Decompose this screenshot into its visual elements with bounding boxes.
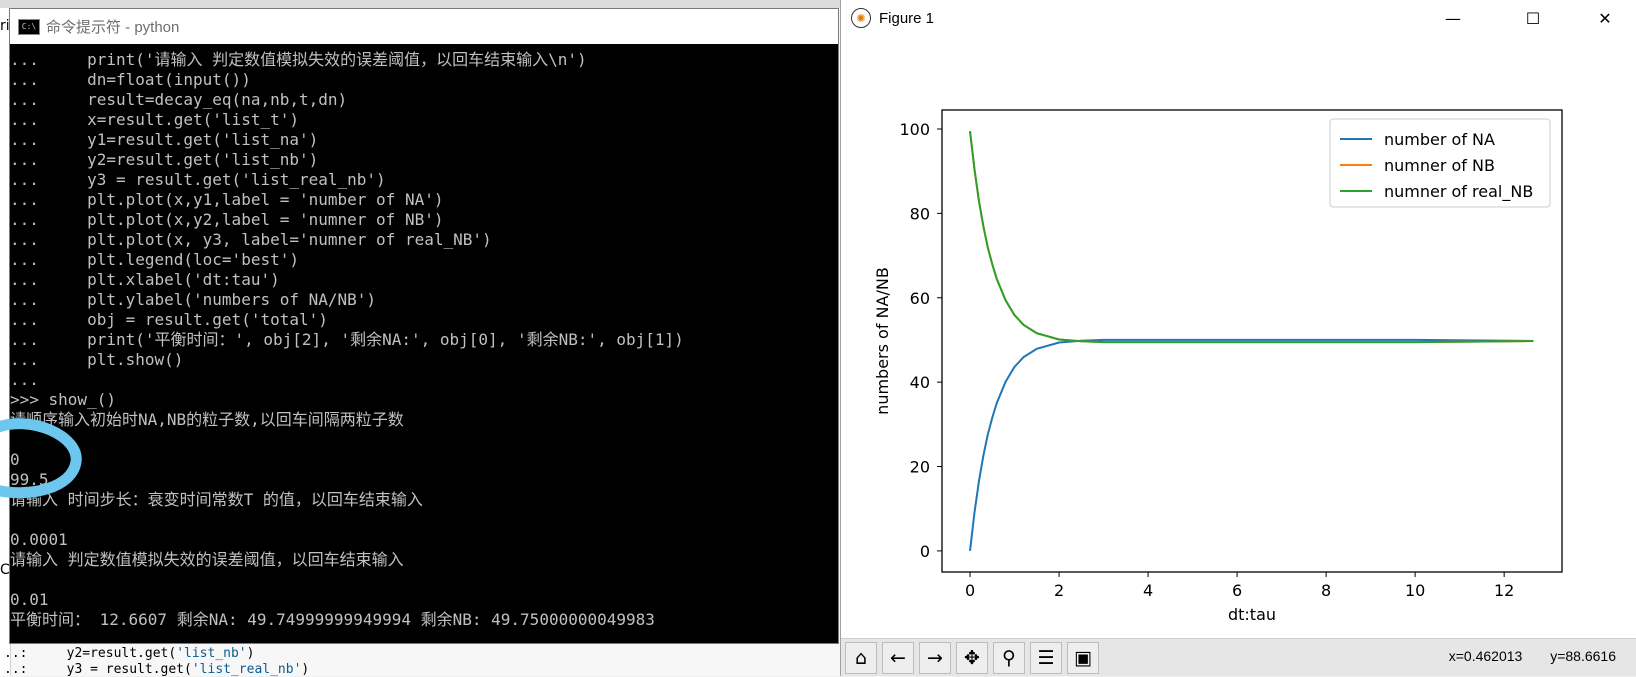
legend-label: numner of real_NB: [1384, 182, 1533, 202]
background-editor-text: ri: [0, 18, 10, 34]
back-icon: ←: [890, 646, 906, 669]
home-icon: ⌂: [854, 646, 868, 669]
zoom-button[interactable]: ⚲: [993, 641, 1025, 674]
plot-canvas[interactable]: 0 2 4 6 8 10 12 0 20 40 60 80 100 dt:tau numbers of NA…: [841, 36, 1636, 638]
figure-toolbar: ⌂ ← → ✥ ⚲ ☰ ▣: [841, 638, 1636, 676]
console-line: 0: [10, 450, 20, 469]
console-window[interactable]: C:\ 命令提示符 - python ... print('请输入 判定数值模拟…: [9, 8, 839, 644]
y-tick-label: 80: [910, 204, 930, 223]
x-tick-label: 4: [1143, 581, 1153, 600]
console-line: 平衡时间： 12.6607 剩余NA: 49.74999999949994 剩余…: [10, 610, 655, 629]
matplotlib-icon: ✺: [851, 8, 871, 28]
console-line: ... dn=float(input()): [10, 70, 251, 89]
console-line: ... plt.show(): [10, 350, 184, 369]
console-line: ...: [10, 370, 39, 389]
console-line: 0.01: [10, 590, 49, 609]
figure-titlebar[interactable]: ✺ Figure 1: [841, 0, 1636, 36]
background-code-line: ..: y3 = result.get('list_real_nb'): [4, 662, 310, 677]
y-tick-label: 60: [910, 289, 930, 308]
console-app-icon: C:\: [18, 18, 40, 35]
subplots-button[interactable]: ☰: [1030, 641, 1062, 674]
maximize-button[interactable]: ☐: [1525, 8, 1541, 28]
y-axis-label: numbers of NA/NB: [873, 267, 892, 415]
legend-box: [1329, 118, 1551, 208]
cursor-x-readout: x=0.462013: [1448, 648, 1523, 664]
console-line: ... result=decay_eq(na,nb,t,dn): [10, 90, 348, 109]
series-line-2: [969, 130, 1534, 344]
forward-icon: →: [927, 646, 943, 669]
x-tick-label: 12: [1494, 581, 1514, 600]
x-tick-label: 6: [1232, 581, 1242, 600]
console-output[interactable]: ... print('请输入 判定数值模拟失效的误差阈值，以回车结束输入\n')…: [10, 44, 838, 640]
console-line: 请顺序输入初始时NA,NB的粒子数,以回车间隔两粒子数: [10, 410, 404, 429]
console-line: [10, 570, 838, 590]
console-line: ... print('平衡时间：', obj[2], '剩余NA:', obj[…: [10, 330, 684, 349]
console-line: ... y1=result.get('list_na'): [10, 130, 319, 149]
pan-button[interactable]: ✥: [956, 641, 988, 674]
console-line: ... plt.xlabel('dt:tau'): [10, 270, 280, 289]
background-code-line: ..: y2=result.get('list_nb'): [4, 646, 255, 661]
y-tick-label: 20: [910, 458, 930, 477]
series-line-0: [969, 338, 1534, 552]
forward-button[interactable]: →: [919, 641, 951, 674]
close-button[interactable]: ✕: [1598, 8, 1612, 28]
console-titlebar[interactable]: C:\ 命令提示符 - python: [10, 9, 838, 44]
figure-window-title: Figure 1: [879, 9, 935, 27]
console-line: ... x=result.get('list_t'): [10, 110, 299, 129]
zoom-icon: ⚲: [1002, 646, 1016, 669]
cursor-y-readout: y=88.6616: [1550, 648, 1616, 664]
console-line: 99.5: [10, 470, 49, 489]
y-tick-label: 40: [910, 373, 930, 392]
figure-window[interactable]: ✺ Figure 1 — ☐ ✕ 0 2 4 6 8 10 12 0 20 40 60 80 100 dt…: [840, 0, 1636, 676]
console-line: ... plt.ylabel('numbers of NA/NB'): [10, 290, 377, 309]
console-line: ... y2=result.get('list_nb'): [10, 150, 319, 169]
legend-label: numner of NB: [1384, 156, 1495, 175]
console-line: ... y3 = result.get('list_real_nb'): [10, 170, 386, 189]
console-line: 请输入 时间步长：衰变时间常数T 的值，以回车结束输入: [10, 490, 423, 509]
console-line: >>> show_(): [10, 390, 116, 409]
console-line: [10, 430, 838, 450]
console-line: ... plt.legend(loc='best'): [10, 250, 299, 269]
console-line: ... print('请输入 判定数值模拟失效的误差阈值，以回车结束输入\n'): [10, 50, 587, 69]
blue-circle-annotation: [0, 418, 82, 499]
x-tick-label: 0: [965, 581, 975, 600]
console-line: ... plt.plot(x,y1,label = 'number of NA'…: [10, 190, 444, 209]
console-line: 0.0001: [10, 530, 68, 549]
console-line: [10, 510, 838, 530]
background-tab-strip: [0, 0, 1636, 8]
pan-icon: ✥: [964, 646, 980, 669]
subplots-icon: ☰: [1037, 646, 1055, 669]
console-line: ... plt.plot(x,y2,label = 'numner of NB'…: [10, 210, 444, 229]
y-tick-label: 0: [920, 542, 930, 561]
minimize-button[interactable]: —: [1445, 8, 1461, 28]
console-line: ... plt.plot(x, y3, label='numner of rea…: [10, 230, 492, 249]
y-tick-label: 100: [899, 120, 930, 139]
legend-label: number of NA: [1384, 130, 1495, 149]
save-icon: ▣: [1074, 646, 1092, 669]
back-button[interactable]: ←: [882, 641, 914, 674]
console-line: ... obj = result.get('total'): [10, 310, 328, 329]
home-button[interactable]: ⌂: [845, 641, 877, 674]
x-tick-label: 2: [1054, 581, 1064, 600]
save-button[interactable]: ▣: [1067, 641, 1099, 674]
console-window-title: 命令提示符 - python: [46, 19, 180, 36]
background-editor-text: C: [0, 562, 10, 578]
x-tick-label: 10: [1405, 581, 1425, 600]
console-line: 请输入 判定数值模拟失效的误差阈值，以回车结束输入: [10, 550, 404, 569]
x-tick-label: 8: [1321, 581, 1331, 600]
x-axis-label: dt:tau: [1228, 605, 1276, 624]
cursor-coordinates: x=0.462013 y=88.6616: [1425, 648, 1616, 664]
